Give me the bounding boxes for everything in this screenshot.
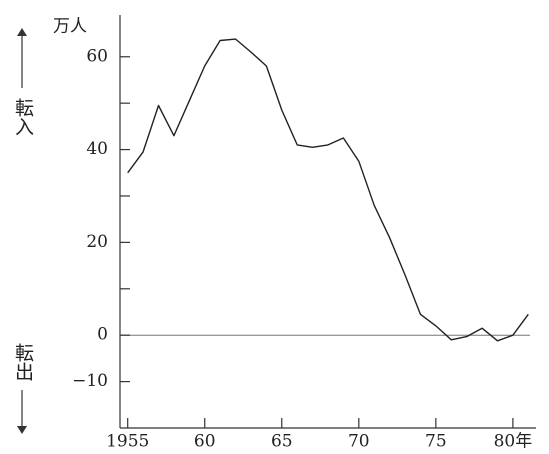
x-tick-label: 70: [348, 432, 370, 452]
y-tick-label: 0: [97, 325, 108, 345]
x-tick-label: 75: [425, 432, 447, 452]
y-tick-label: −10: [72, 371, 108, 391]
y-tick-label: 20: [86, 232, 108, 252]
outflow-label: 転出: [12, 343, 34, 381]
y-tick-label: 60: [86, 46, 108, 66]
x-tick-label: 1955: [106, 432, 149, 452]
data-line: [127, 38, 529, 342]
x-tick-label: 80年: [494, 432, 533, 452]
x-tick-label: 60: [194, 432, 216, 452]
y-tick-label: 40: [86, 139, 108, 159]
inflow-label: 転入: [12, 98, 34, 136]
x-tick-label: 65: [271, 432, 293, 452]
y-unit-label: 万人: [53, 17, 87, 37]
